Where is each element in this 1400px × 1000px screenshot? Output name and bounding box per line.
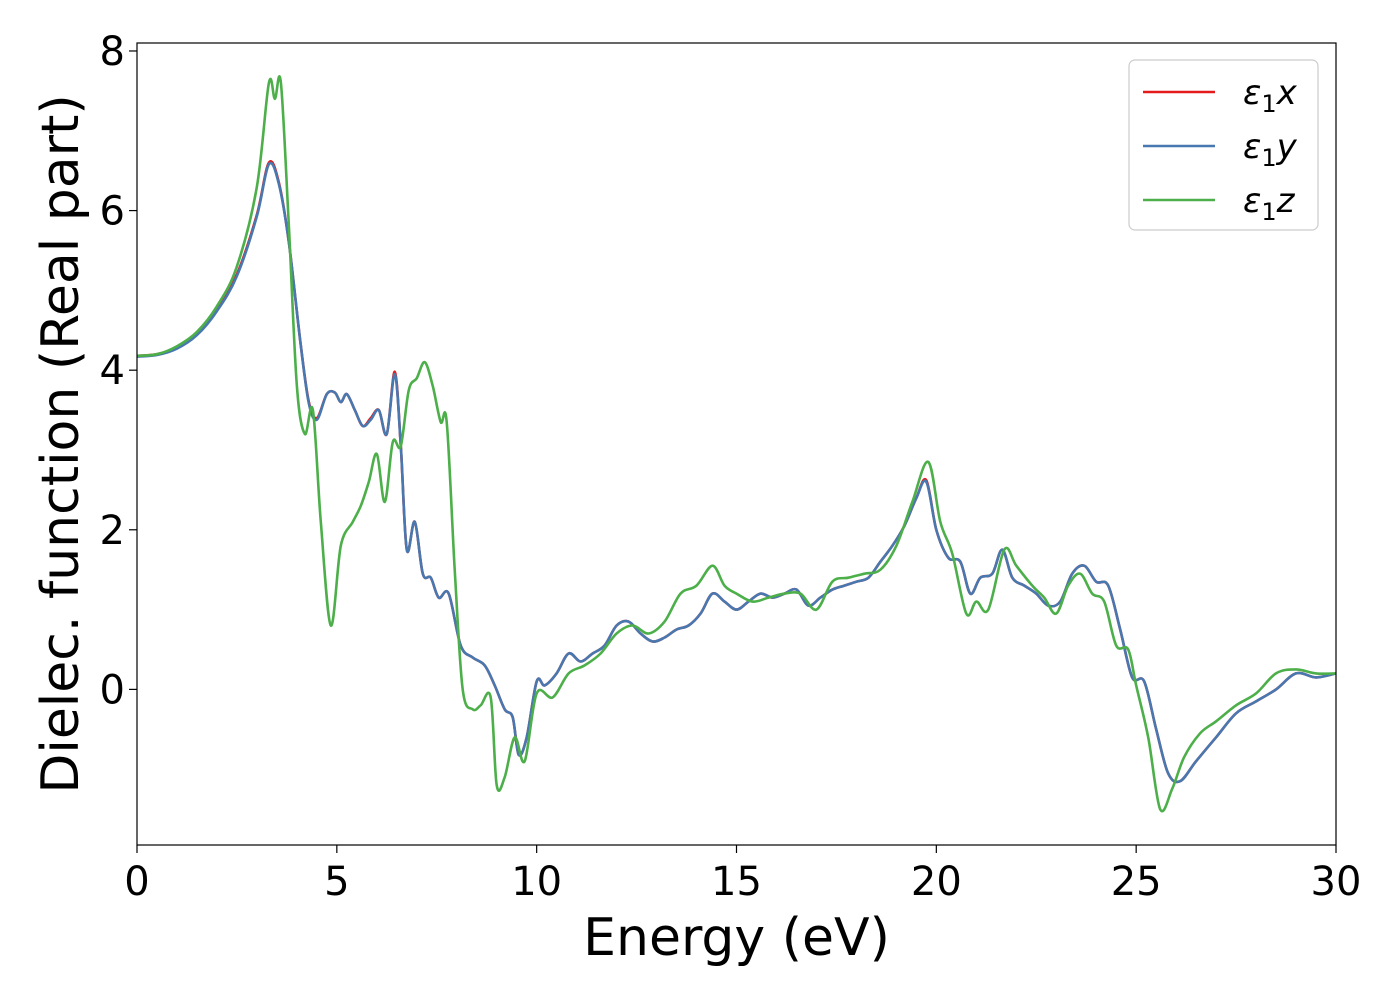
y-tick-label: 4 (100, 348, 125, 394)
x-tick-label: 20 (911, 859, 962, 905)
legend-label-x: ε1x (1243, 73, 1298, 118)
y-tick-label: 8 (100, 29, 125, 75)
x-tick-label: 15 (711, 859, 762, 905)
legend: ε1x ε1y ε1z (1128, 59, 1319, 231)
x-tick-label: 10 (511, 859, 562, 905)
x-tick-label: 5 (324, 859, 349, 905)
x-tick-label: 0 (124, 859, 149, 905)
series-line-y (137, 161, 1336, 784)
y-axis-label: Dielec. function (Real part) (31, 94, 91, 793)
legend-label-y: ε1y (1243, 127, 1298, 172)
y-tick-label: 2 (100, 508, 125, 554)
y-tick-label: 0 (100, 667, 125, 713)
legend-box (1128, 59, 1319, 231)
x-axis-ticks: 0 5 10 15 20 25 30 (124, 845, 1361, 905)
series-line-z (137, 75, 1336, 813)
x-axis-label: Energy (eV) (583, 908, 890, 968)
y-axis-ticks: 0 2 4 6 8 (100, 29, 137, 713)
y-tick-label: 6 (100, 189, 125, 235)
x-tick-label: 25 (1111, 859, 1162, 905)
x-tick-label: 30 (1311, 859, 1362, 905)
legend-label-z: ε1z (1243, 181, 1296, 226)
series-layer (137, 75, 1336, 813)
